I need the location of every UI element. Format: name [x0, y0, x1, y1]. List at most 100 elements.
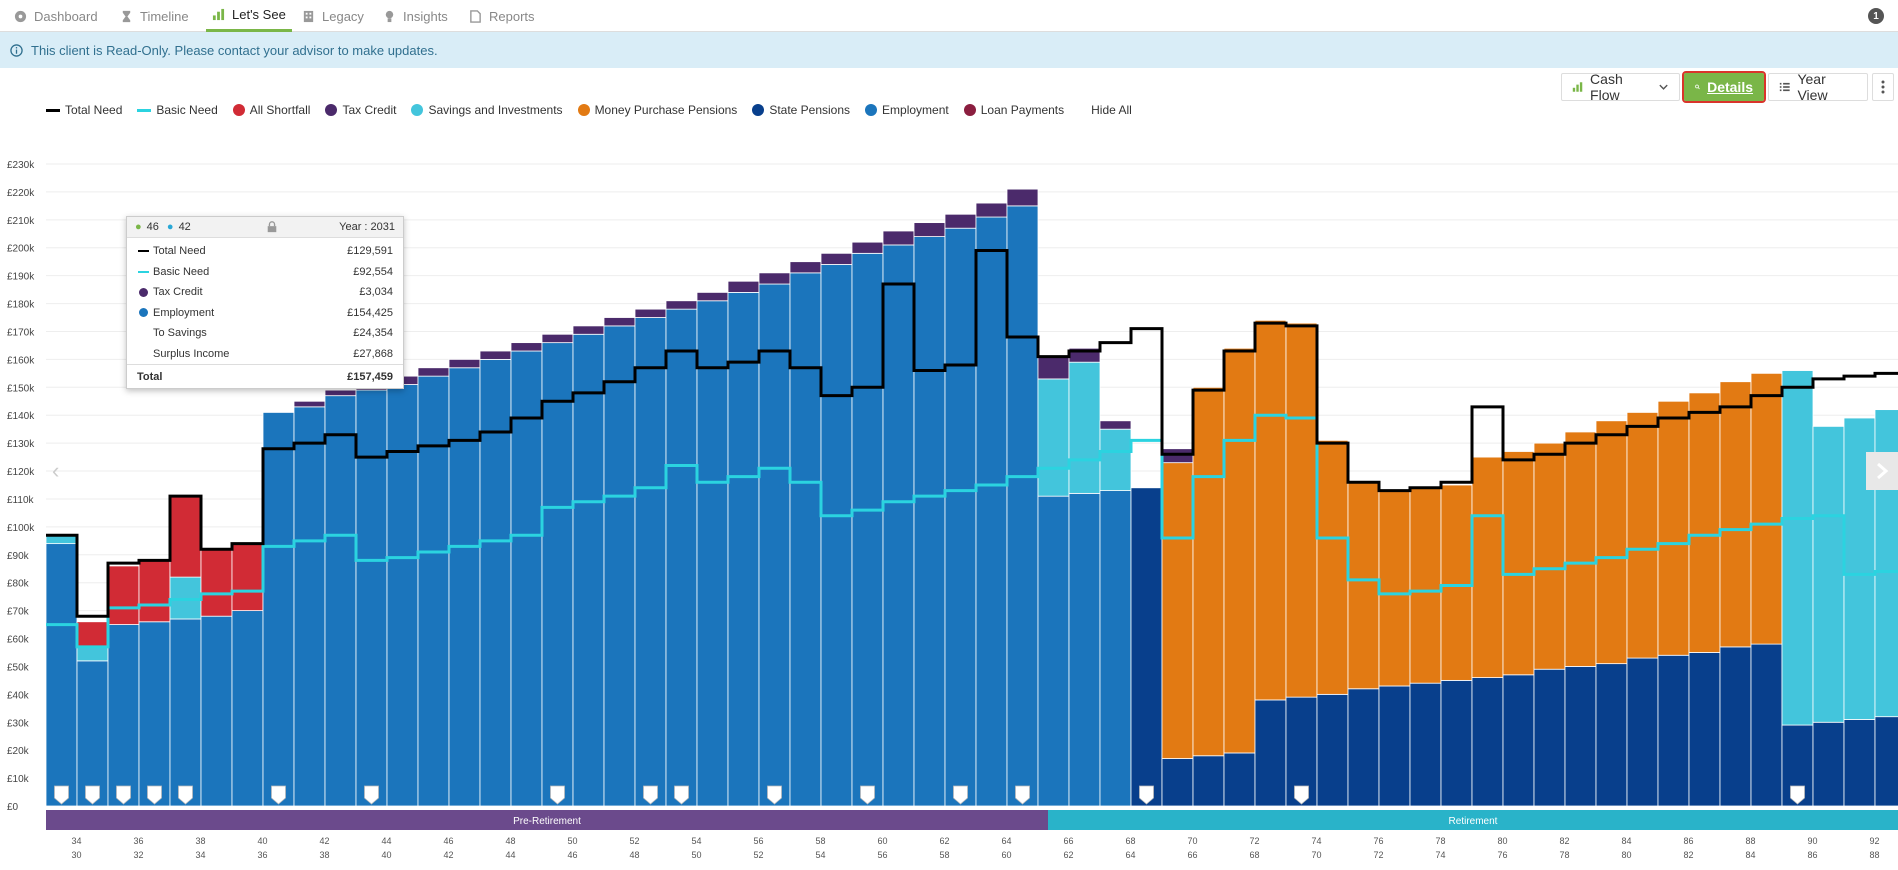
- y-tick-label: £90k: [7, 551, 30, 562]
- bar-segment-state: [1626, 657, 1659, 807]
- y-tick-label: £140k: [7, 411, 35, 422]
- x-age-label-primary: 52: [629, 836, 639, 846]
- bar-segment-state: [1533, 668, 1566, 807]
- more-options-button[interactable]: [1872, 73, 1894, 101]
- bar-segment-employment: [200, 615, 233, 807]
- bar-segment-tax: [572, 325, 605, 335]
- details-button[interactable]: Details: [1682, 71, 1766, 103]
- legend-item-money-purchase-pensions[interactable]: Money Purchase Pensions: [577, 103, 737, 117]
- person-icon: ●: [135, 221, 142, 233]
- x-age-label-primary: 66: [1063, 836, 1073, 846]
- bar-segment-employment: [603, 325, 636, 807]
- legend-item-savings-and-investments[interactable]: Savings and Investments: [411, 103, 563, 117]
- event-marker-icon: [1015, 785, 1030, 805]
- bar-segment-employment: [417, 375, 450, 807]
- event-marker-icon: [643, 785, 658, 805]
- y-tick-label: £110k: [7, 495, 35, 506]
- phase-label: Retirement: [1449, 816, 1498, 827]
- bar-segment-shortfall: [169, 495, 202, 578]
- x-age-label-secondary: 32: [133, 850, 143, 860]
- view-select[interactable]: Cash Flow: [1561, 71, 1680, 103]
- event-marker-icon: [271, 785, 286, 805]
- x-age-label-secondary: 64: [1125, 850, 1135, 860]
- y-tick-label: £190k: [7, 272, 35, 283]
- year-view-button[interactable]: Year View: [1768, 71, 1868, 103]
- bar-segment-state: [1223, 752, 1256, 807]
- y-tick-label: £180k: [7, 300, 35, 311]
- bar-segment-pensions: [1223, 347, 1256, 754]
- bar-segment-employment: [169, 618, 202, 807]
- x-age-label-primary: 34: [71, 836, 81, 846]
- tab-dashboard[interactable]: Dashboard: [14, 0, 98, 32]
- phase-band-retirement: [1048, 810, 1898, 830]
- x-age-label-primary: 40: [257, 836, 267, 846]
- legend-marker: [325, 104, 338, 116]
- y-tick-label: £10k: [7, 774, 30, 785]
- bar-segment-shortfall: [200, 548, 233, 617]
- x-age-label-primary: 78: [1435, 836, 1445, 846]
- basic-need-line: [46, 413, 1898, 649]
- y-tick-label: £50k: [7, 662, 30, 673]
- legend-marker: [963, 104, 976, 116]
- event-marker-icon: [860, 785, 875, 805]
- bar-segment-tax: [665, 300, 698, 310]
- bar-segment-tax: [541, 333, 574, 344]
- legend-item-tax-credit[interactable]: Tax Credit: [325, 103, 396, 117]
- legend-item-state-pensions[interactable]: State Pensions: [752, 103, 850, 117]
- bar-segment-savings: [1781, 370, 1814, 726]
- legend-item-loan-payments[interactable]: Loan Payments: [963, 103, 1064, 117]
- bar-segment-employment: [107, 624, 140, 807]
- bar-segment-tax: [293, 400, 326, 408]
- bar-segment-state: [1502, 674, 1535, 807]
- bar-segment-pensions: [1161, 462, 1194, 759]
- y-tick-label: £160k: [7, 355, 35, 366]
- tab-timeline[interactable]: Timeline: [120, 0, 189, 32]
- x-age-label-secondary: 44: [505, 850, 515, 860]
- legend-marker: [411, 104, 424, 116]
- bar-segment-shortfall: [231, 543, 264, 612]
- x-age-label-secondary: 88: [1869, 850, 1879, 860]
- x-age-label-secondary: 36: [257, 850, 267, 860]
- bar-segment-employment: [510, 350, 543, 807]
- y-tick-label: £230k: [7, 160, 35, 171]
- tooltip-row: To Savings £24,354: [153, 327, 393, 340]
- bar-segment-employment: [975, 216, 1008, 807]
- x-age-label-secondary: 52: [753, 850, 763, 860]
- legend-item-total-need[interactable]: Total Need: [46, 103, 122, 117]
- event-marker-icon: [54, 785, 69, 805]
- x-age-label-primary: 38: [195, 836, 205, 846]
- x-age-label-primary: 60: [877, 836, 887, 846]
- bar-segment-employment: [727, 291, 760, 807]
- tab-reports[interactable]: Reports: [469, 0, 535, 32]
- bar-segment-tax: [417, 367, 450, 377]
- bar-segment-savings: [1099, 428, 1132, 491]
- dashboard-icon: [14, 10, 27, 22]
- x-age-label-secondary: 74: [1435, 850, 1445, 860]
- list-icon: [1779, 82, 1790, 92]
- tab-lets-see[interactable]: Let's See: [206, 0, 292, 32]
- bar-segment-employment: [634, 317, 667, 807]
- legend-item-all-shortfall[interactable]: All Shortfall: [232, 103, 310, 117]
- legend-marker: [865, 104, 878, 116]
- chart-legend: Total Need Basic Need All Shortfall Tax Cre…: [46, 102, 1147, 118]
- y-tick-label: £130k: [7, 439, 35, 450]
- legend-item-basic-need[interactable]: Basic Need: [137, 103, 218, 117]
- bar-segment-employment: [913, 236, 946, 807]
- event-marker-icon: [364, 785, 379, 805]
- tab-insights[interactable]: Insights: [383, 0, 448, 32]
- x-age-label-secondary: 54: [815, 850, 825, 860]
- tab-legacy[interactable]: Legacy: [302, 0, 364, 32]
- chart-prev-arrow[interactable]: ‹: [52, 458, 60, 483]
- bar-chart-icon: [1572, 82, 1583, 92]
- bar-segment-employment: [1006, 205, 1039, 807]
- notification-badge[interactable]: 1: [1868, 8, 1884, 24]
- bar-segment-employment: [882, 244, 915, 807]
- bar-segment-pensions: [1378, 490, 1411, 687]
- chart-next-arrow[interactable]: [1866, 452, 1898, 490]
- bar-segment-pensions: [1533, 442, 1566, 670]
- legend-item-employment[interactable]: Employment: [865, 103, 949, 117]
- bar-segment-employment: [448, 367, 481, 807]
- hide-all-button[interactable]: Hide All: [1091, 103, 1132, 117]
- x-age-label-secondary: 76: [1497, 850, 1507, 860]
